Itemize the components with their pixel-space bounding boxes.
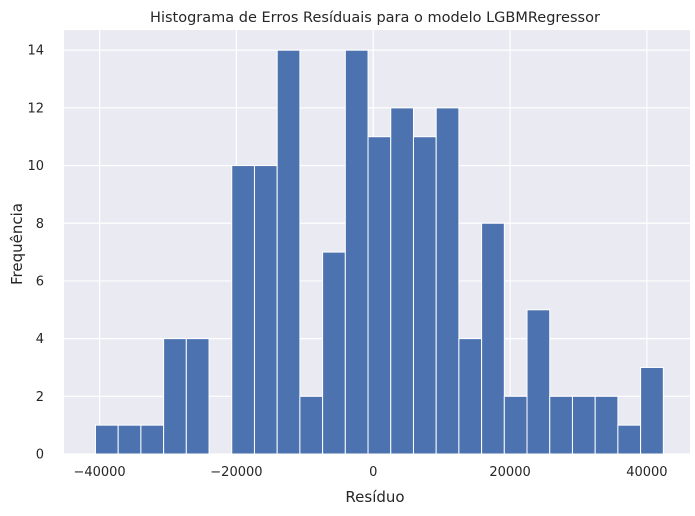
y-tick-label: 8 <box>36 217 44 232</box>
histogram-bar <box>322 251 346 455</box>
histogram-bar <box>640 366 664 455</box>
histogram-bar <box>549 395 573 455</box>
y-tick-labels: 0 2 4 6 8 10 12 14 <box>27 44 44 463</box>
histogram-bar <box>231 165 255 455</box>
chart-title: Histograma de Erros Resíduais para o mod… <box>150 10 600 26</box>
histogram-bar <box>185 338 210 455</box>
histogram-bar <box>253 165 278 455</box>
histogram-bar <box>390 107 414 455</box>
histogram-bar <box>617 424 642 455</box>
histogram-bar <box>503 395 528 455</box>
histogram-bar <box>458 338 483 455</box>
histogram-bar <box>276 49 301 455</box>
x-tick-label: 20000 <box>489 465 530 480</box>
y-tick-label: 14 <box>27 44 44 59</box>
histogram-bar <box>571 395 596 455</box>
histogram-bar <box>367 136 392 455</box>
x-tick-label: 0 <box>369 465 377 480</box>
x-tick-label: −20000 <box>210 465 262 480</box>
histogram-bar <box>117 424 142 455</box>
y-tick-label: 4 <box>36 332 44 347</box>
x-tick-label: 40000 <box>626 465 667 480</box>
histogram-bar <box>299 395 324 455</box>
histogram-bar <box>435 107 460 455</box>
histogram-bar <box>412 136 437 455</box>
y-tick-label: 2 <box>36 390 44 405</box>
y-axis-title: Frequência <box>8 203 26 285</box>
histogram-bar <box>344 49 369 455</box>
y-tick-label: 12 <box>27 101 44 116</box>
histogram-bar <box>526 309 551 455</box>
x-tick-label: −40000 <box>73 465 125 480</box>
histogram-bar <box>594 395 619 455</box>
y-tick-label: 6 <box>36 274 44 289</box>
x-tick-labels: −40000 −20000 0 20000 40000 <box>73 465 667 480</box>
histogram-bar <box>481 222 505 455</box>
y-tick-label: 0 <box>36 448 44 463</box>
histogram-bars <box>94 49 664 455</box>
y-tick-label: 10 <box>27 159 44 174</box>
histogram-bar <box>140 424 165 455</box>
x-axis-title: Resíduo <box>345 488 404 506</box>
histogram-bar <box>163 338 187 455</box>
histogram-bar <box>94 424 119 455</box>
